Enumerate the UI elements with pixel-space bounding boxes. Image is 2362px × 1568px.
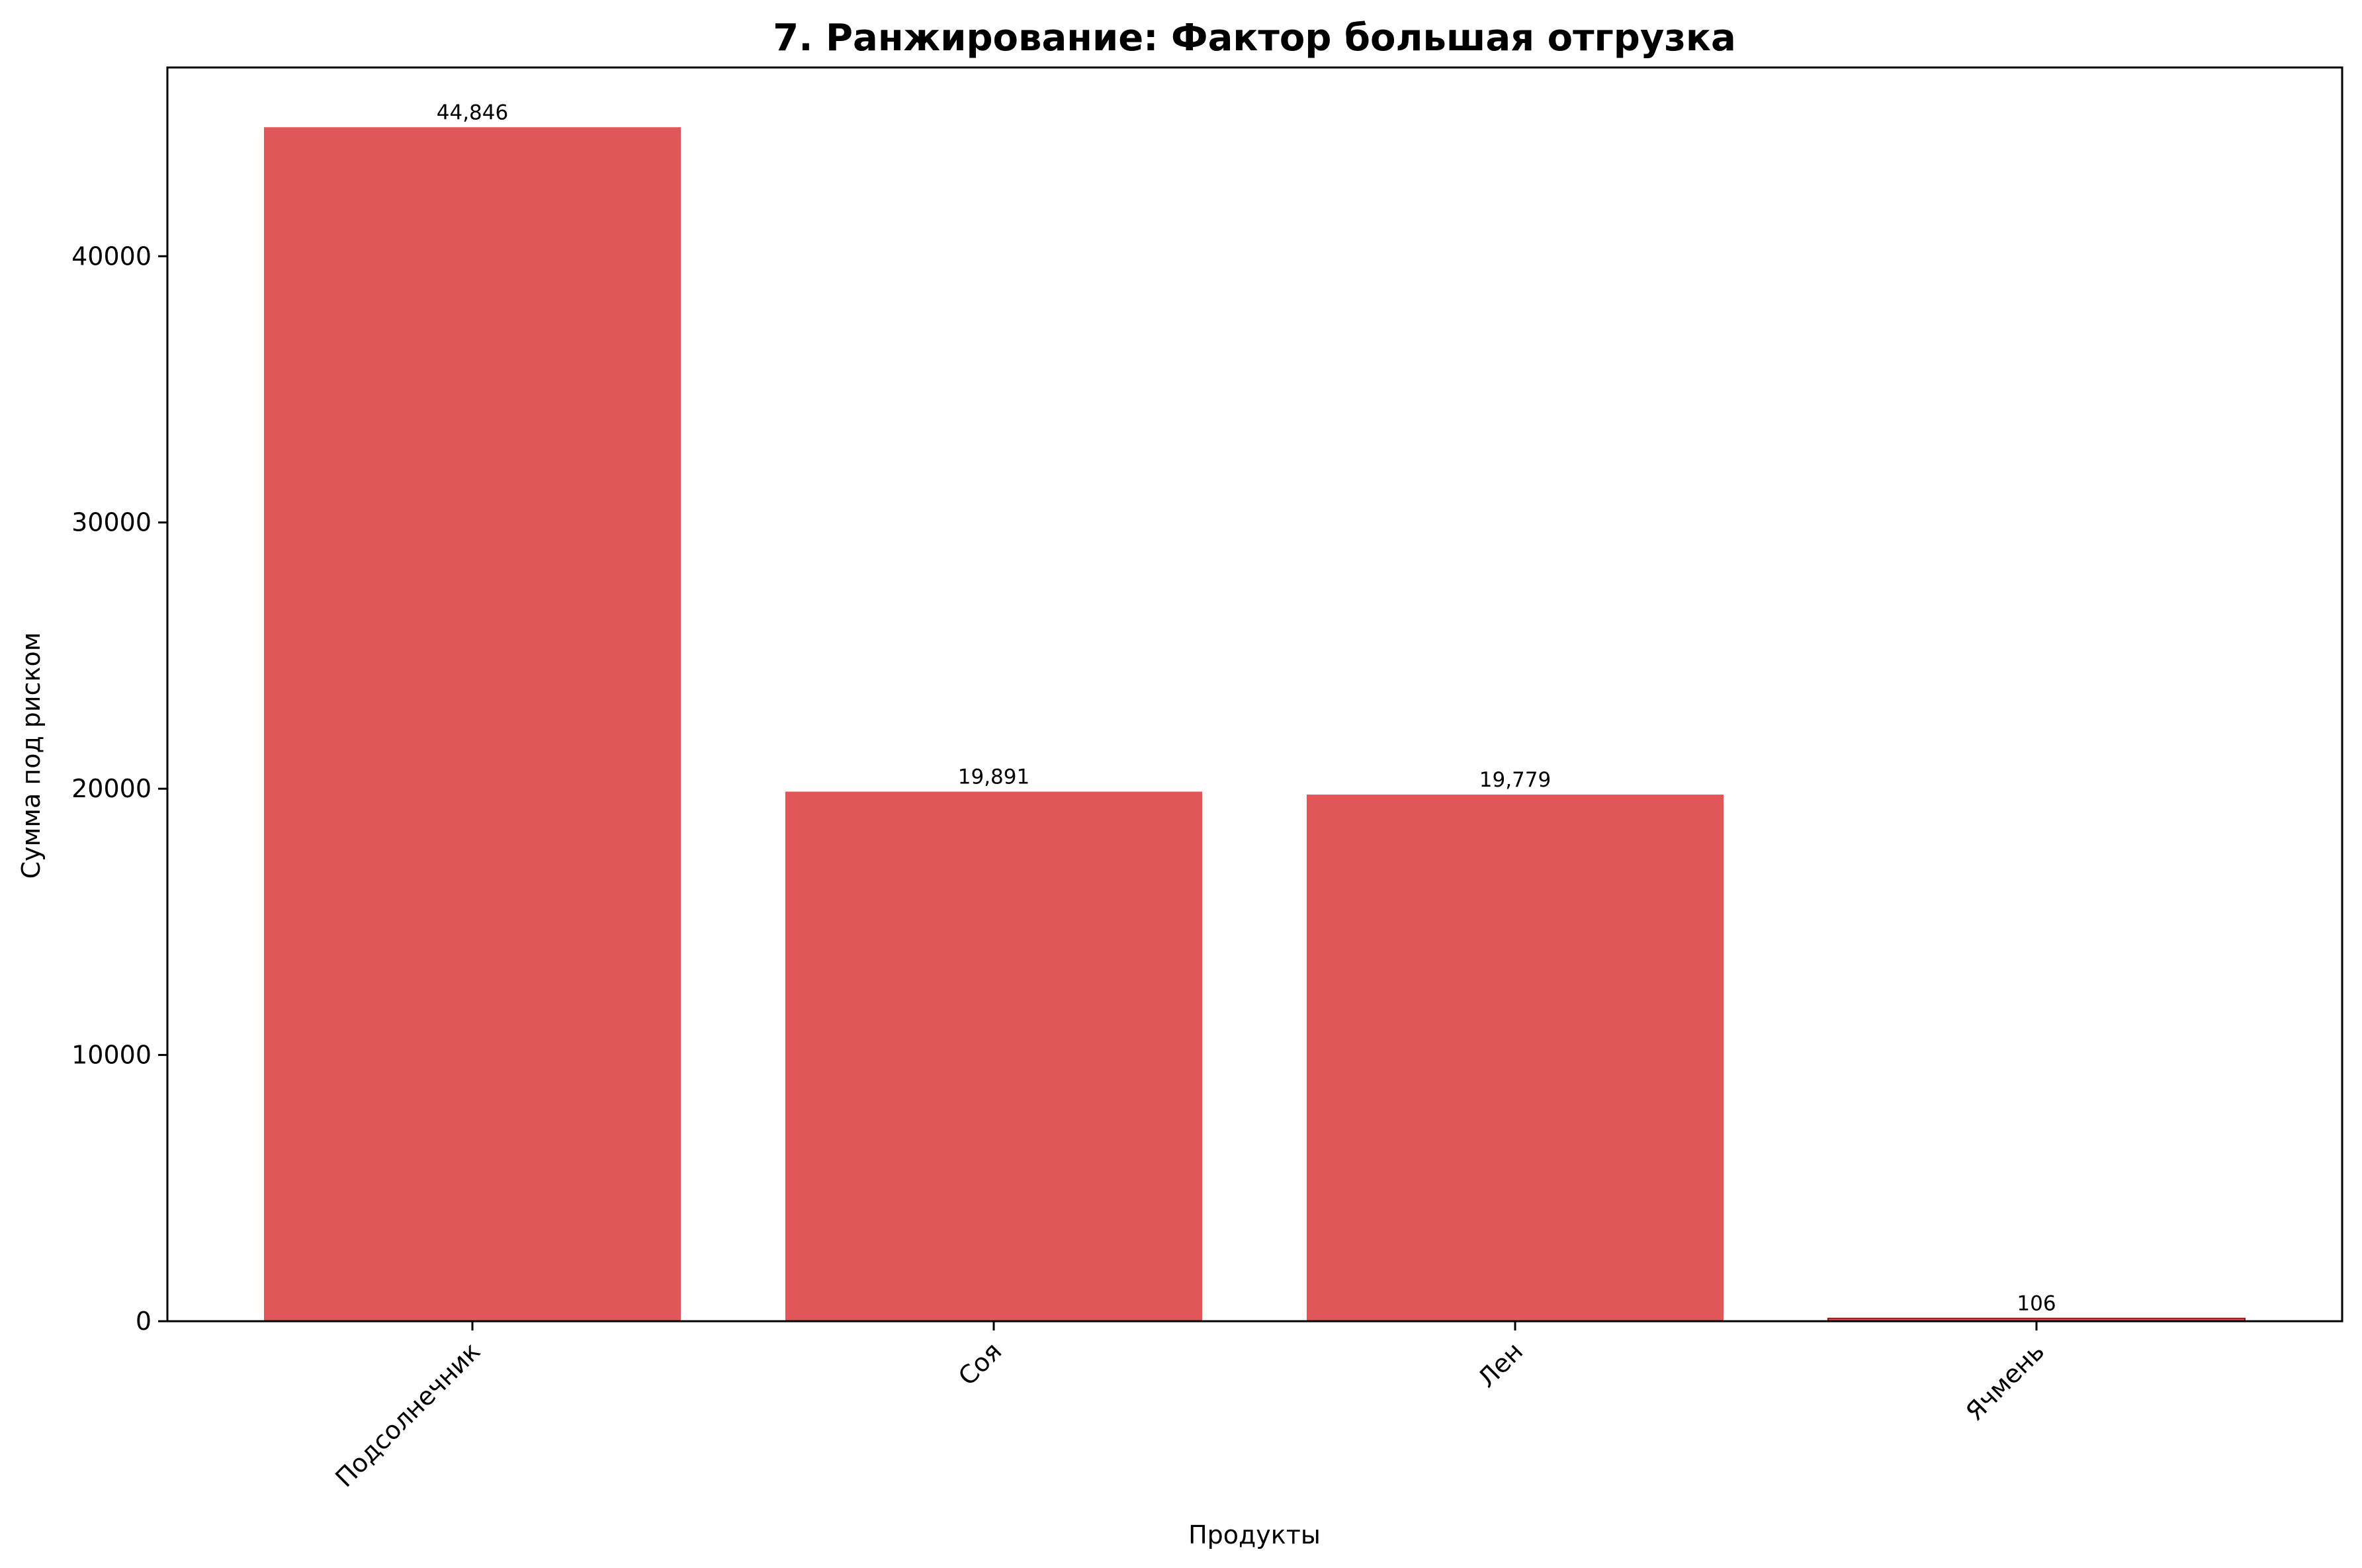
bar-value-label: 106 [2017,1292,2056,1316]
bar-value-label: 44,846 [437,101,508,124]
bars-group: 44,846 19,891 19,779 106 [264,101,2246,1323]
y-tick-label: 20000 [71,774,152,803]
y-axis-label: Сумма под риском [17,632,46,879]
plot-frame [166,66,2343,1323]
bar-value-label: 19,779 [1479,768,1551,792]
y-tick-label: 40000 [71,241,152,271]
y-tick-label: 0 [136,1307,152,1336]
bar [1307,795,1724,1321]
y-tick-label: 10000 [71,1041,152,1070]
y-tick-label: 30000 [71,508,152,537]
x-tick-label: Подсолнечник [329,1336,486,1493]
x-tick-label: Ячмень [1960,1336,2050,1426]
x-tick-label: Соя [953,1336,1007,1391]
bar [785,791,1202,1321]
x-axis: Подсолнечник Соя Лен Ячмень [329,1321,2050,1493]
bar [264,127,681,1322]
y-axis: 0 10000 20000 30000 40000 [71,241,167,1336]
chart-title: 7. Ранжирование: Фактор большая отгрузка [773,17,1735,60]
x-axis-label: Продукты [1188,1520,1321,1549]
x-tick-label: Лен [1472,1336,1528,1393]
bar-value-label: 19,891 [958,765,1029,789]
